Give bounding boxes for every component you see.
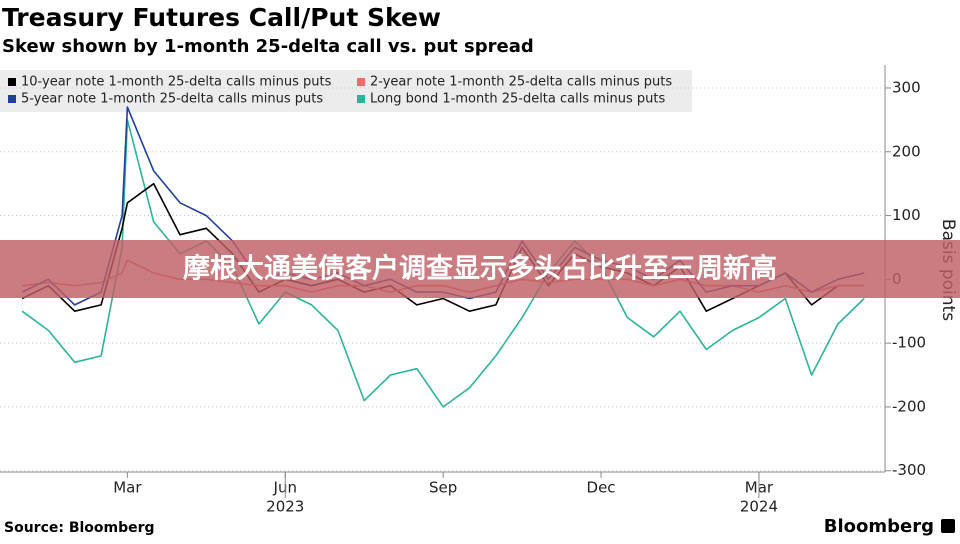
chart-subtitle: Skew shown by 1-month 25-delta call vs. … <box>2 36 534 57</box>
x-tick-label: Dec <box>587 479 616 497</box>
legend-box <box>0 70 692 112</box>
y-tick-label: 200 <box>892 142 921 160</box>
year-label: 2023 <box>266 498 304 516</box>
series-line <box>21 182 865 312</box>
legend-label: 5-year note 1-month 25-delta calls minus… <box>21 92 323 107</box>
y-tick-label: 300 <box>892 78 921 96</box>
x-tick-label: Sep <box>429 479 457 497</box>
y-tick-label: -300 <box>892 461 926 479</box>
source: Source: Bloomberg <box>4 520 155 536</box>
brand-icon <box>941 519 955 533</box>
legend: 10-year note 1-month 25-delta calls minu… <box>8 75 672 107</box>
legend-label: 2-year note 1-month 25-delta calls minus… <box>370 75 672 90</box>
legend-label: 10-year note 1-month 25-delta calls minu… <box>21 75 332 90</box>
legend-swatch <box>8 95 16 103</box>
y-tick-label: -200 <box>892 397 926 415</box>
x-tick-label: Mar <box>113 479 142 497</box>
banner-text: 摩根大通美债客户调查显示多头占比升至三周新高 <box>183 253 777 285</box>
legend-label: Long bond 1-month 25-delta calls minus p… <box>370 92 665 107</box>
series-line <box>21 119 865 408</box>
legend-swatch <box>357 95 365 103</box>
legend-swatch <box>357 78 365 86</box>
brand: Bloomberg <box>824 516 934 537</box>
year-label: 2024 <box>740 498 778 516</box>
y-tick-label: 100 <box>892 206 921 224</box>
legend-swatch <box>8 78 16 86</box>
y-tick-label: -100 <box>892 334 926 352</box>
chart-title: Treasury Futures Call/Put Skew <box>2 3 441 32</box>
banner <box>0 240 960 298</box>
